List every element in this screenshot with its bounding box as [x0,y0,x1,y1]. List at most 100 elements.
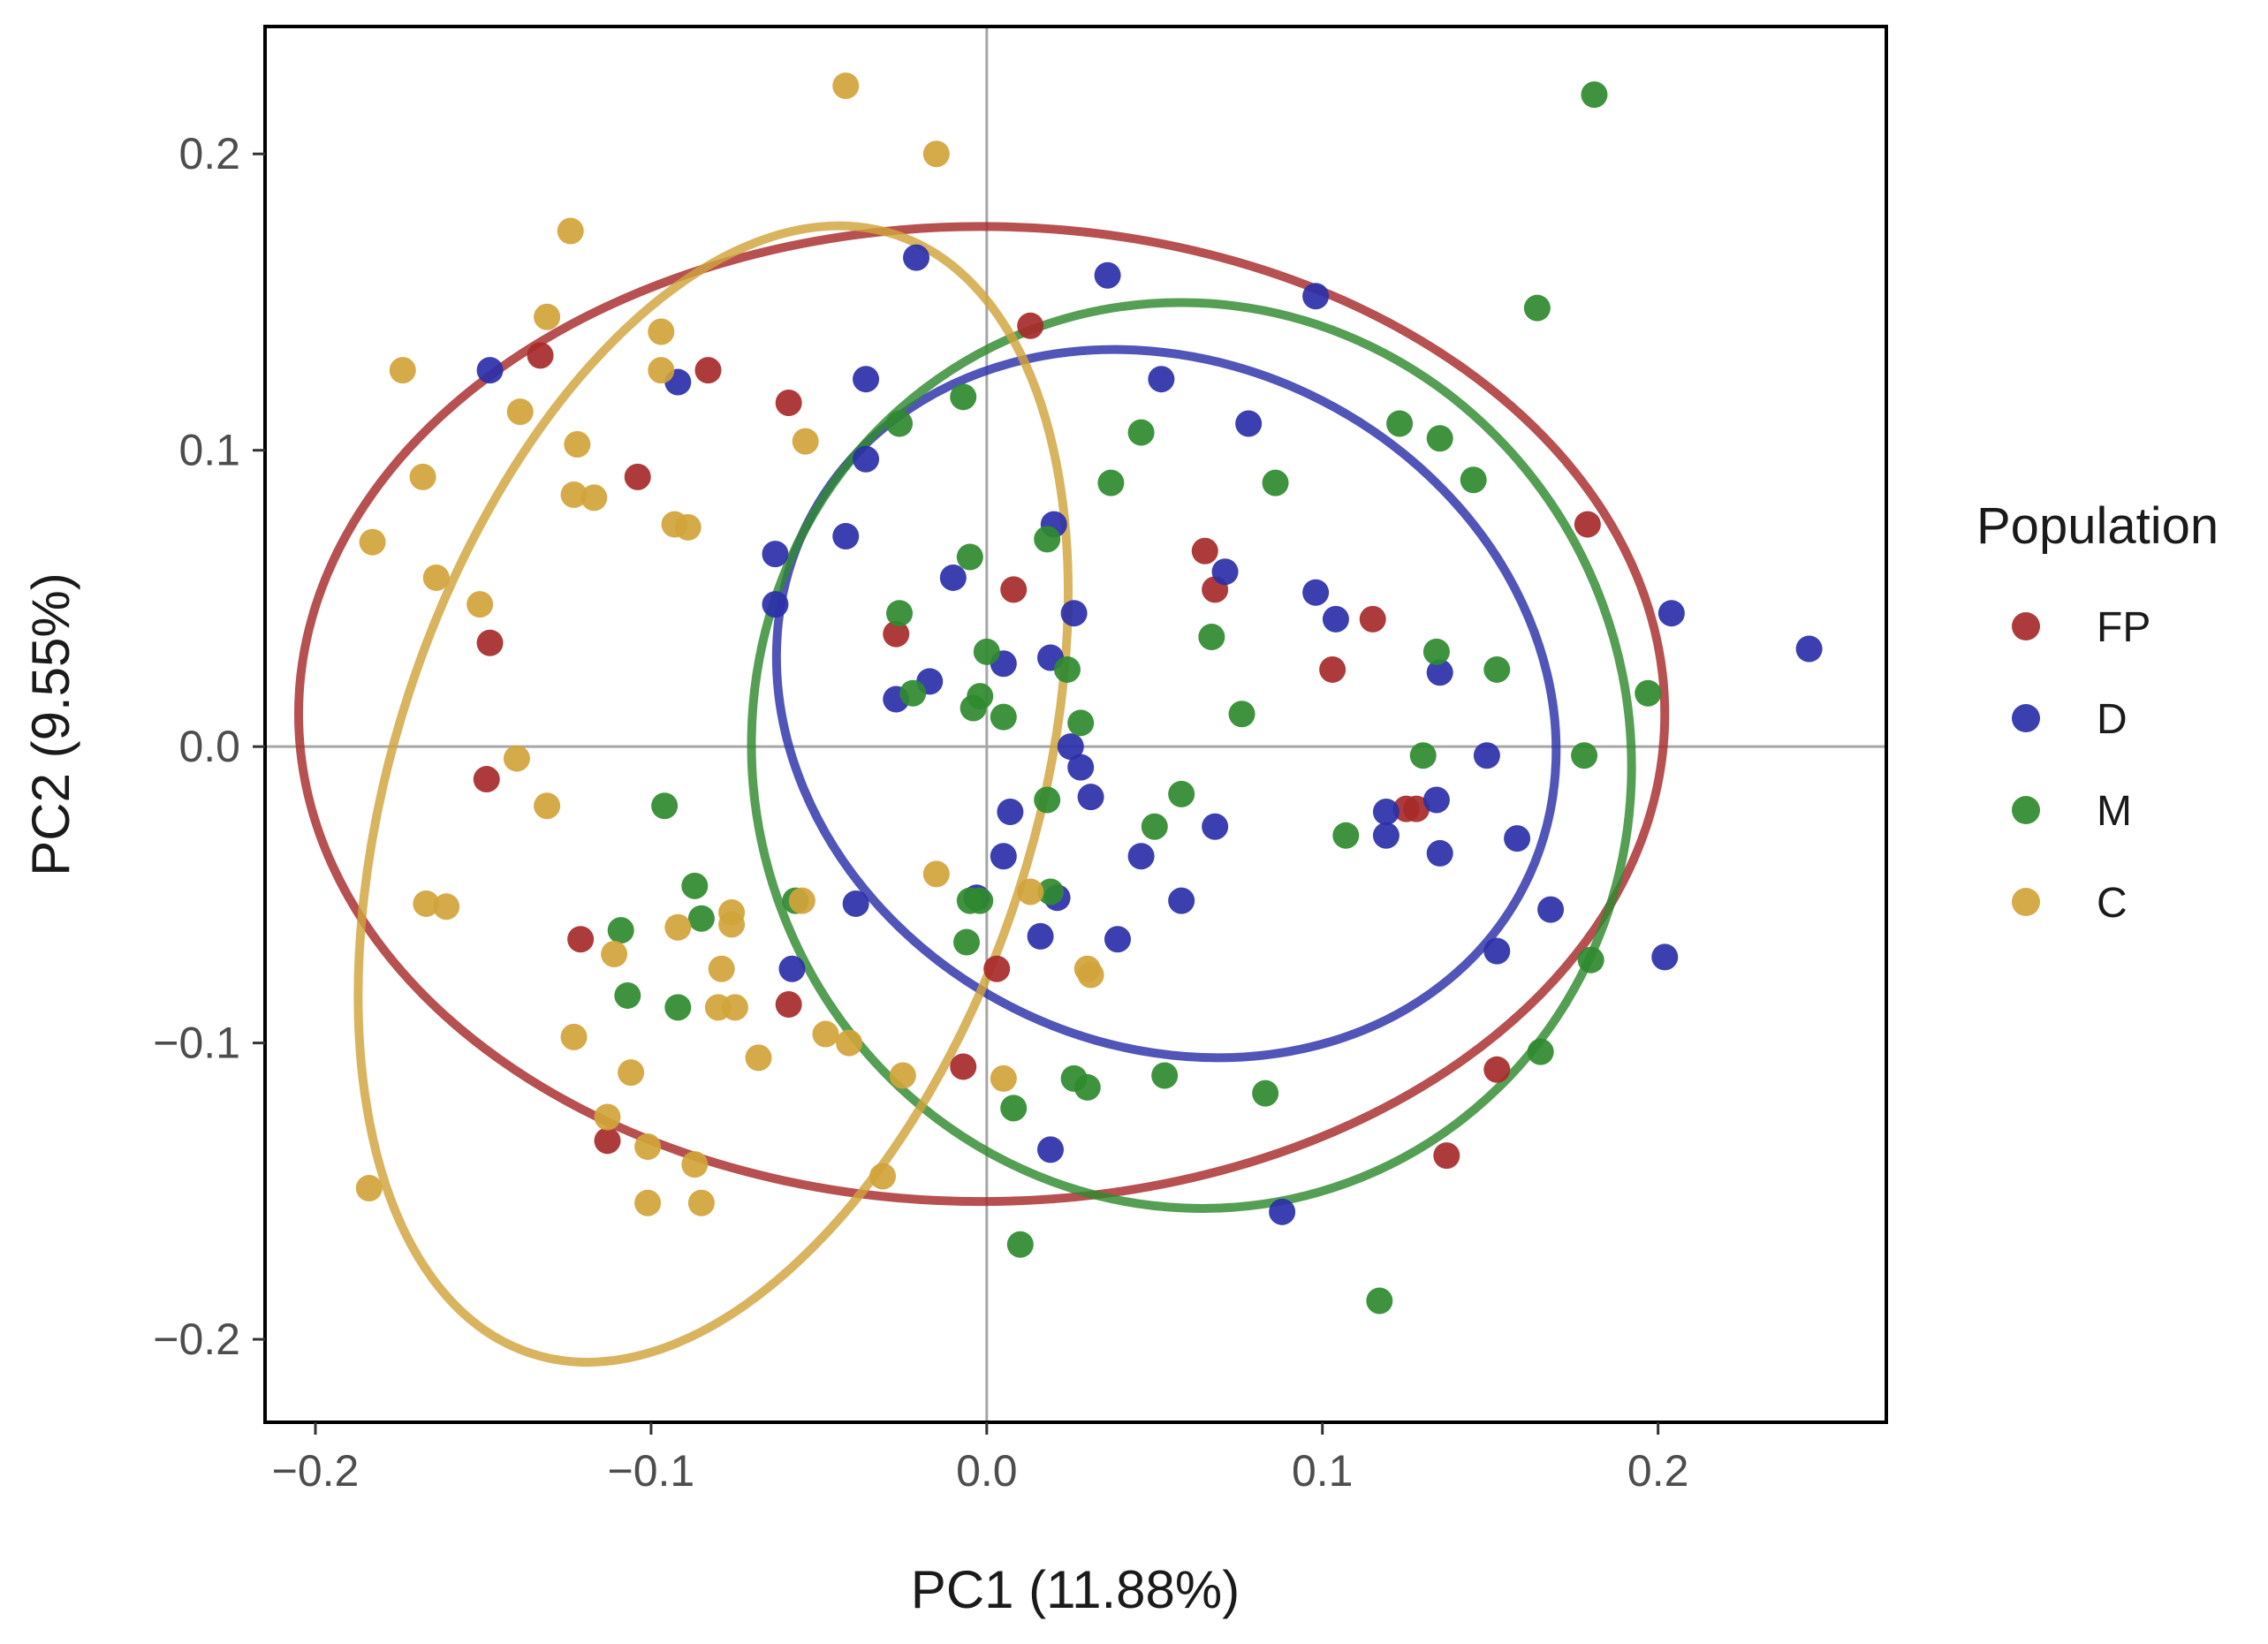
point-m [1577,946,1604,974]
point-fp [1433,1142,1460,1170]
point-fp [1359,605,1386,633]
point-fp [1574,511,1601,538]
y-tick-label: 0.1 [178,426,240,475]
series-c [355,72,1104,1216]
point-m [1460,466,1487,494]
point-c [922,140,950,168]
point-c [674,513,702,541]
point-fp [1403,795,1430,822]
point-d [853,445,880,473]
point-d [1067,754,1095,781]
y-tick-label: 0.0 [178,722,240,771]
point-c [721,994,748,1021]
point-d [1235,410,1263,437]
point-c [718,911,746,938]
point-fp [473,766,500,793]
point-m [990,703,1017,731]
point-d [1060,600,1088,627]
point-d [1372,822,1399,849]
series-m [607,81,1662,1314]
point-d [1127,843,1155,870]
series-fp [473,312,1601,1170]
point-fp [950,1053,977,1080]
point-d [939,564,967,591]
point-m [1426,425,1453,452]
point-m [1151,1062,1179,1089]
point-d [1426,839,1453,867]
point-c [355,1174,383,1201]
legend-swatch [2012,704,2040,732]
point-d [1094,261,1121,289]
point-m [1332,822,1360,849]
point-m [1097,469,1125,496]
point-c [792,428,819,455]
point-c [634,1189,662,1216]
point-c [433,893,460,920]
point-d [1372,798,1399,825]
y-tick-label: −0.1 [153,1019,240,1068]
point-m [1571,742,1598,769]
legend-label: M [2097,788,2132,835]
point-c [990,1064,1017,1092]
point-m [664,994,692,1021]
point-c [413,890,440,917]
point-m [950,383,977,411]
legend-label: D [2097,696,2128,743]
point-c [409,463,436,490]
legend-swatch [2012,612,2040,640]
x-tick-label: 0.1 [1292,1446,1354,1496]
legend-item-c: C [2012,880,2128,927]
point-c [687,1189,715,1216]
point-c [788,887,815,914]
point-m [1141,813,1168,840]
point-d [1657,600,1685,627]
point-fp [476,629,504,656]
point-m [1262,469,1289,496]
point-fp [1017,312,1044,339]
point-m [614,981,641,1009]
y-axis-title: PC2 (9.55%) [21,572,80,875]
point-m [1483,655,1511,683]
point-m [1422,638,1450,665]
point-m [1168,780,1195,807]
point-m [1067,709,1095,737]
point-fp [567,926,595,953]
point-m [1523,294,1551,322]
point-d [1057,733,1084,761]
point-m [681,872,709,899]
point-m [1000,1095,1028,1122]
point-d [1104,926,1131,953]
point-c [1077,961,1104,989]
point-m [1635,679,1662,707]
point-m [953,928,981,956]
point-fp [883,620,910,648]
point-d [762,541,789,568]
point-c [564,430,591,458]
point-m [1054,655,1081,683]
point-m [886,600,914,627]
point-d [1148,366,1175,393]
y-tick-label: −0.2 [153,1314,240,1364]
point-d [1537,896,1565,923]
legend-item-fp: FP [2012,604,2150,651]
point-d [1211,558,1239,586]
point-m [1034,786,1061,814]
point-d [832,522,860,549]
data-points [355,72,1823,1314]
point-m [967,683,994,710]
point-c [664,913,692,941]
point-fp [775,991,802,1019]
point-m [1409,742,1437,769]
point-c [580,484,608,511]
point-c [389,357,416,384]
point-d [1269,1198,1296,1225]
y-tick-label: 0.2 [178,129,240,178]
point-m [967,887,994,914]
legend-swatch [2012,796,2040,824]
y-axis-ticks: −0.2 −0.1 0.0 0.1 0.2 [153,129,265,1364]
point-c [422,564,450,591]
legend-label: FP [2097,604,2150,651]
legend-label: C [2097,880,2128,927]
point-m [687,905,715,932]
